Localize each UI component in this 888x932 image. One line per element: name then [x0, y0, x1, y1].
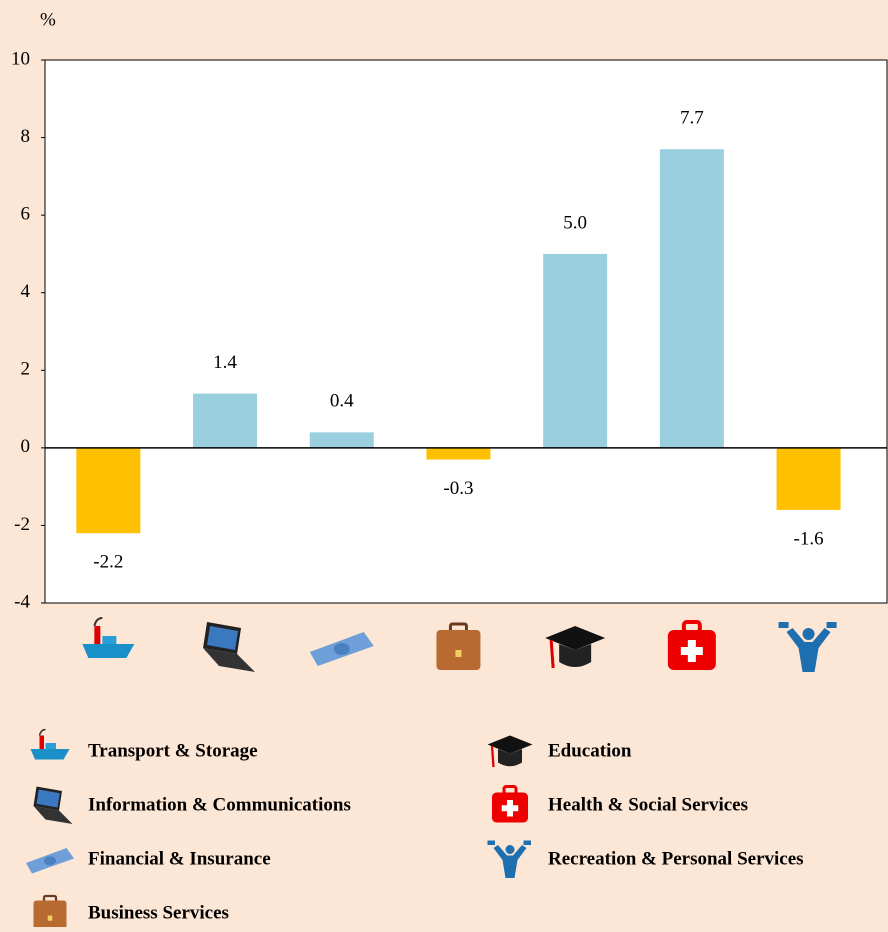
bar [193, 393, 258, 448]
legend-label: Business Services [88, 902, 229, 923]
category-icon [487, 735, 533, 768]
icon-part [38, 728, 46, 736]
y-axis-label: % [40, 9, 56, 30]
category-icon [667, 620, 716, 670]
icon-part [102, 636, 117, 644]
y-tick-label: -2 [14, 514, 30, 535]
icon-part [93, 617, 103, 627]
icon-part [39, 735, 44, 749]
icon-part [487, 840, 495, 845]
category-icon [33, 894, 67, 931]
icon-part [94, 626, 101, 644]
icon-part [82, 644, 135, 658]
y-tick-label: 4 [21, 281, 31, 302]
icon-part [523, 840, 531, 845]
icon-part [455, 650, 462, 657]
category-icon [436, 622, 481, 670]
value-label: 0.4 [330, 391, 354, 412]
y-tick-label: 6 [21, 204, 31, 225]
icon-part [207, 626, 239, 650]
category-icon [487, 840, 531, 878]
y-tick-label: 2 [21, 359, 31, 380]
bar [426, 447, 491, 460]
category-icon [309, 632, 374, 666]
icon-part [203, 648, 256, 672]
icon-part [33, 806, 73, 824]
category-icon [26, 848, 74, 874]
icon-part [501, 805, 519, 812]
icon-part [802, 628, 815, 640]
icon-part [549, 639, 555, 669]
icon-part [490, 745, 495, 768]
legend-label: Recreation & Personal Services [548, 848, 804, 869]
bar [309, 432, 374, 448]
bar [659, 149, 724, 448]
category-icon [778, 622, 837, 672]
value-label: 1.4 [213, 352, 237, 373]
category-icon [30, 728, 70, 760]
y-tick-label: 0 [21, 436, 31, 457]
icon-part [30, 749, 70, 760]
icon-part [786, 628, 831, 672]
value-label: 7.7 [680, 108, 704, 129]
icon-part [36, 789, 60, 808]
icon-part [778, 622, 789, 628]
y-tick-label: 10 [11, 48, 30, 69]
legend-label: Health & Social Services [548, 794, 748, 815]
legend-label: Transport & Storage [88, 740, 258, 761]
y-tick-label: 8 [21, 126, 31, 147]
icon-part [45, 743, 56, 749]
bar [76, 447, 141, 534]
y-tick-label: -4 [14, 591, 30, 612]
icon-part [559, 644, 592, 667]
value-label: -2.2 [93, 552, 123, 573]
icon-part [498, 749, 522, 767]
icon-part [333, 643, 350, 655]
value-label: -0.3 [443, 478, 473, 499]
icon-part [505, 845, 515, 854]
category-icon [492, 785, 528, 823]
plot-area [44, 59, 888, 604]
legend-label: Information & Communications [88, 794, 351, 815]
category-icon [82, 617, 135, 658]
category-icon [33, 786, 73, 824]
value-label: 5.0 [563, 212, 587, 233]
icon-part [47, 915, 53, 921]
icon-part [545, 626, 606, 650]
icon-part [44, 856, 56, 866]
icon-part [826, 622, 837, 628]
category-icon [203, 622, 256, 672]
value-label: -1.6 [794, 528, 824, 549]
icon-part [493, 845, 527, 878]
icon-part [33, 900, 67, 931]
category-icon [545, 626, 606, 669]
legend-label: Education [548, 740, 632, 761]
icon-part [680, 647, 703, 655]
icon-part [487, 735, 533, 754]
bar [543, 253, 608, 448]
legend-label: Financial & Insurance [88, 848, 271, 869]
bar [776, 447, 841, 510]
